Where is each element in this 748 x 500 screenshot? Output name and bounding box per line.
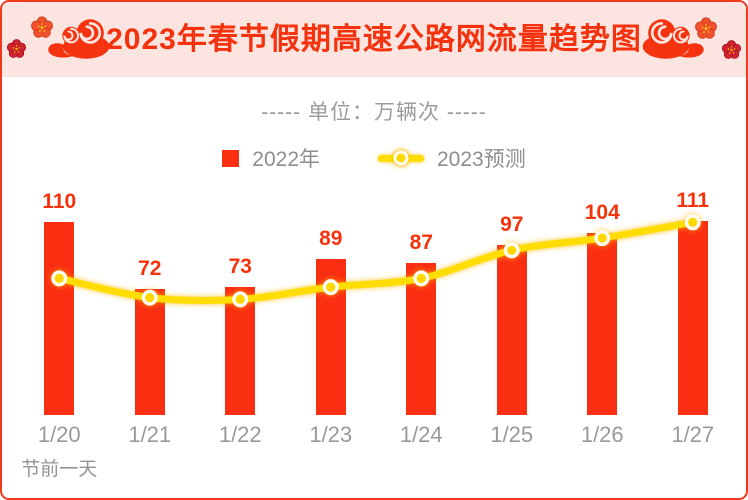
bar-value-label: 104 [584,200,620,224]
bar-2022-1/25 [496,245,527,415]
bar-2022-1/26 [587,232,618,415]
x-axis-label: 1/26 [580,422,624,447]
x-axis-label: 1/27 [671,422,715,447]
legend-item-2022: 2022年 [222,143,320,173]
bar-value-label: 111 [676,188,710,212]
forecast-point [413,270,430,287]
x-axis-label: 1/20 [37,422,81,447]
line-swatch-icon [378,150,424,166]
x-axis-label: 1/21 [128,422,172,447]
x-axis-footnote: 节前一天 [21,459,98,480]
bar-2022-1/24 [406,262,437,415]
x-axis-label: 1/25 [490,422,534,447]
forecast-point [141,289,158,306]
legend-label-2022: 2022年 [252,148,320,171]
auspicious-cloud-icon [48,19,110,59]
bar-value-label: 97 [500,213,524,237]
page-title: 2023年春节假期高速公路网流量趋势图 [106,23,642,56]
legend-item-2023: 2023预测 [378,143,526,173]
bar-value-label: 89 [319,227,343,251]
bar-2022-1/27 [677,220,708,415]
bar-2022-1/20 [44,222,75,415]
x-axis-label: 1/23 [309,422,353,447]
x-axis-label: 1/24 [399,422,443,447]
forecast-point [684,214,701,231]
bar-value-label: 72 [138,256,162,280]
bar-swatch-icon [222,149,240,167]
forecast-line [51,214,701,308]
plum-blossom-icon [695,17,717,39]
chart-legend: 2022年 2023预测 [2,143,746,173]
bar-2022-1/22 [225,287,256,415]
line-dot-icon [393,150,409,166]
forecast-point [51,270,68,287]
bar-value-label: 110 [42,190,77,214]
forecast-point [503,242,520,259]
plot-area: 110 72 73 89 87 97 104 111 [14,182,738,415]
forecast-point [594,230,611,247]
auspicious-cloud-icon [642,19,704,59]
forecast-point [232,291,249,308]
bar-value-label: 73 [228,255,252,279]
x-axis: 1/20 1/21 1/22 1/23 1/24 1/25 1/26 1/27 [14,422,738,448]
bar-value-label: 87 [409,230,433,254]
poster-header: 2023年春节假期高速公路网流量趋势图 [2,2,746,77]
unit-label: ----- 单位：万辆次 ----- [261,101,487,124]
plum-blossom-icon [721,40,742,59]
x-axis-label: 1/22 [218,422,262,447]
plum-blossom-icon [6,39,27,58]
forecast-point [322,279,339,296]
legend-label-2023: 2023预测 [437,148,526,171]
plum-blossom-icon [31,16,53,38]
bar-2022-1/21 [134,288,165,415]
